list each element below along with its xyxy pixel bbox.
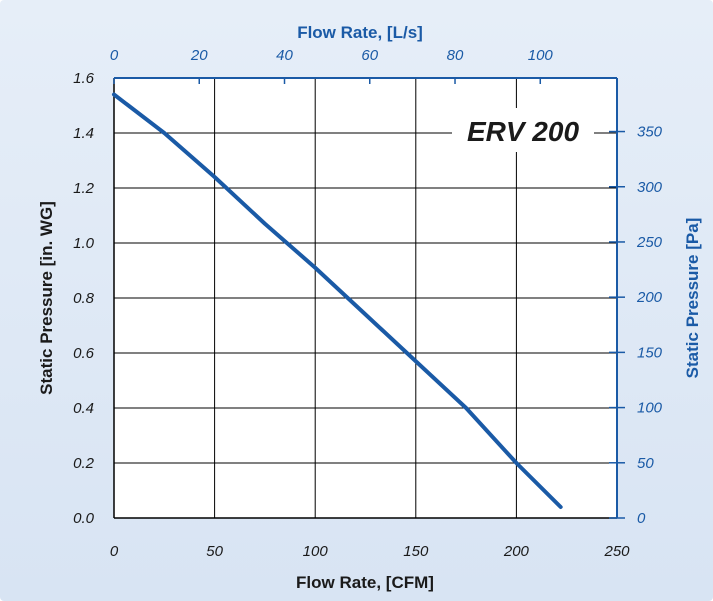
y-tick-label: 1.0 <box>73 235 95 252</box>
tick-labels: 0 50 100 150 200 2500.00.20.40.60.81.01.21.41… <box>73 47 663 560</box>
y-tick-label: 0.2 <box>73 455 95 472</box>
y2-tick-label: 100 <box>637 400 663 417</box>
y-tick-label: 1.6 <box>73 70 95 87</box>
y2-tick-label: 300 <box>637 179 663 196</box>
y2-tick-label: 50 <box>637 455 654 472</box>
y2-tick-label: 350 <box>637 124 663 141</box>
x2-tick-label: 20 <box>190 47 208 64</box>
x2-tick-label: 100 <box>528 47 554 64</box>
x-tick-label: 250 <box>603 543 630 560</box>
y2-tick-label: 0 <box>637 510 646 527</box>
x2-axis-title: Flow Rate, [L/s] <box>297 23 423 42</box>
chart-title: ERV 200 <box>467 116 579 147</box>
y2-tick-label: 150 <box>637 344 663 361</box>
x-tick-label: 150 <box>403 543 429 560</box>
x2-tick-label: 60 <box>361 47 378 64</box>
series-lines <box>112 92 563 509</box>
y-tick-label: 1.4 <box>73 125 94 142</box>
y-axis-title: Static Pressure [in. WG] <box>37 201 56 395</box>
y-tick-label: 0.6 <box>73 345 95 362</box>
x-tick-label: 0 <box>110 543 119 560</box>
y2-axis-title: Static Pressure [Pa] <box>683 218 702 379</box>
x-tick-label: 50 <box>206 543 223 560</box>
x2-tick-label: 40 <box>276 47 293 64</box>
y2-tick-label: 200 <box>636 289 663 306</box>
x-tick-label: 200 <box>503 543 530 560</box>
y-tick-label: 1.2 <box>73 180 95 197</box>
y-tick-label: 0.4 <box>73 400 94 417</box>
y-tick-label: 0.8 <box>73 290 95 307</box>
x2-tick-label: 80 <box>447 47 464 64</box>
chart-title-background <box>452 108 594 152</box>
series-line <box>112 92 563 509</box>
x-axis-title: Flow Rate, [CFM] <box>296 573 434 592</box>
y-tick-label: 0.0 <box>73 510 95 527</box>
axes <box>113 77 625 519</box>
y2-tick-label: 250 <box>636 234 663 251</box>
x2-tick-label: 0 <box>110 47 119 64</box>
x-tick-label: 100 <box>303 543 329 560</box>
